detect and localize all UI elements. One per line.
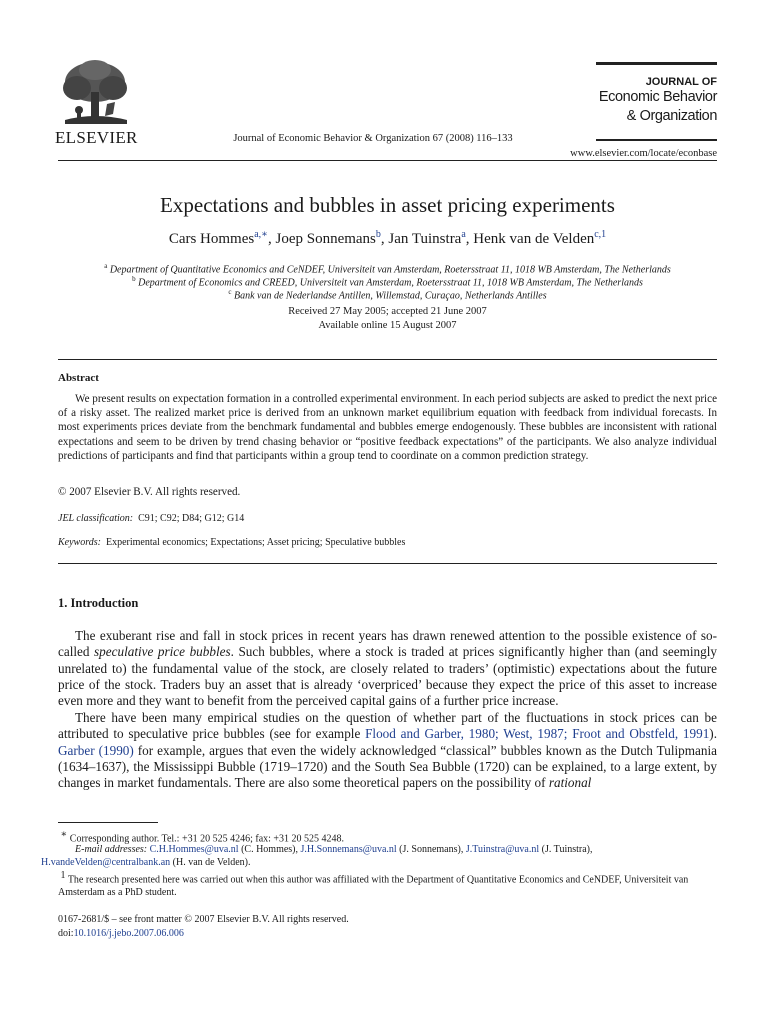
journal-citation: Journal of Economic Behavior & Organizat…	[233, 133, 513, 144]
email-owner: (H. van de Velden).	[170, 857, 251, 868]
affiliation-mark: c	[228, 288, 232, 296]
intro-p2-emphasis: rational	[548, 775, 592, 791]
footnote-corresponding: ∗ Corresponding author. Tel.: +31 20 525…	[58, 828, 717, 845]
affiliation-mark: a	[104, 262, 108, 270]
journal-logo-line1: JOURNAL OF	[645, 76, 717, 88]
jel-codes: C91; C92; D84; G12; G14	[138, 513, 245, 524]
author-marks[interactable]: b	[375, 229, 381, 240]
author-name: Cars Hommes	[168, 231, 255, 247]
jel-classification: JEL classification: C91; C92; D84; G12; …	[58, 513, 244, 524]
email-link[interactable]: J.H.Sonnemans@uva.nl	[300, 844, 397, 855]
journal-logo: JOURNAL OF Economic Behavior & Organizat…	[596, 62, 717, 143]
footnote-text: The research presented here was carried …	[58, 874, 689, 899]
author-marks[interactable]: c,1	[594, 229, 607, 240]
doi-link[interactable]: 10.1016/j.jebo.2007.06.006	[73, 928, 184, 939]
citation-link[interactable]: Flood and Garber, 1980; West, 1987; Froo…	[365, 726, 710, 742]
issn-line: 0167-2681/$ – see front matter © 2007 El…	[58, 914, 349, 925]
intro-p2-text: ).	[709, 726, 717, 742]
affiliation-text: Department of Economics and CREED, Unive…	[138, 277, 643, 289]
intro-p2-text: for example, argues that even the widely…	[58, 742, 717, 791]
footnote-text: Corresponding author. Tel.: +31 20 525 4…	[69, 833, 345, 845]
page-footer: 0167-2681/$ – see front matter © 2007 El…	[58, 913, 349, 941]
email-link[interactable]: H.vandeVelden@centralbank.an	[41, 857, 171, 868]
affiliation: c Bank van de Nederlandse Antillen, Will…	[58, 286, 717, 302]
author-list: Cars Hommesa,∗, Joep Sonnemansb, Jan Tui…	[168, 229, 607, 247]
email-owner: (J. Tuinstra),	[539, 844, 593, 855]
doi-label: doi:	[58, 928, 74, 939]
abstract-text: We present results on expectation format…	[58, 393, 717, 462]
available-date: Available online 15 August 2007	[318, 320, 457, 331]
citation-link[interactable]: Garber (1990)	[58, 742, 134, 758]
footnote-rule	[58, 822, 158, 823]
author-name: Joep Sonnemans	[275, 231, 376, 247]
intro-p2-text: There have been many empirical studies o…	[58, 710, 717, 742]
email-link[interactable]: J.Tuinstra@uva.nl	[465, 844, 540, 855]
footnote-mark: 1	[60, 870, 66, 881]
abstract-bottom-divider	[58, 563, 717, 564]
footnote-1: 1 The research presented here was carrie…	[58, 869, 717, 899]
abstract-top-divider	[58, 359, 717, 360]
section-heading: 1. Introduction	[58, 596, 139, 610]
jel-label: JEL classification:	[58, 513, 134, 524]
affiliation-text: Bank van de Nederlandse Antillen, Willem…	[233, 290, 547, 302]
email-link[interactable]: C.H.Hommes@uva.nl	[149, 844, 239, 855]
affiliation: a Department of Quantitative Economics a…	[58, 260, 717, 276]
abstract-heading: Abstract	[58, 372, 99, 384]
article-title: Expectations and bubbles in asset pricin…	[160, 193, 615, 217]
journal-logo-line3: & Organization	[626, 108, 718, 124]
intro-paragraph-2: There have been many empirical studies o…	[58, 710, 717, 791]
keywords-list: Experimental economics; Expectations; As…	[105, 537, 406, 548]
email-owner: (J. Sonnemans),	[396, 844, 466, 855]
journal-url[interactable]: www.elsevier.com/locate/econbase	[570, 148, 717, 159]
doi-line: doi:10.1016/j.jebo.2007.06.006	[58, 927, 349, 941]
intro-paragraph-1: The exuberant rise and fall in stock pri…	[58, 628, 717, 709]
author-marks[interactable]: a	[461, 229, 466, 240]
email-owner: (C. Hommes),	[238, 844, 301, 855]
journal-logo-line2: Economic Behavior	[598, 89, 718, 105]
publisher-name: ELSEVIER	[55, 128, 138, 147]
intro-p1-text: . Such bubbles, where a stock is traded …	[58, 644, 717, 709]
received-date: Received 27 May 2005; accepted 21 June 2…	[288, 306, 487, 317]
author-name: Jan Tuinstra	[388, 231, 462, 247]
affiliation-text: Department of Quantitative Economics and…	[109, 264, 671, 276]
affiliation: b Department of Economics and CREED, Uni…	[58, 273, 717, 289]
article-dates: Received 27 May 2005; accepted 21 June 2…	[58, 305, 717, 333]
footnote-mark: ∗	[60, 829, 68, 840]
footnote-emails: E-mail addresses: C.H.Hommes@uva.nl (C. …	[41, 843, 717, 869]
author-marks[interactable]: a,∗	[254, 229, 268, 240]
elsevier-tree-logo	[55, 58, 135, 128]
keywords: Keywords: Experimental economics; Expect…	[58, 537, 405, 548]
affiliation-mark: b	[132, 275, 136, 283]
email-label: E-mail addresses:	[75, 844, 148, 855]
header-divider	[58, 160, 717, 161]
abstract-copyright: © 2007 Elsevier B.V. All rights reserved…	[58, 486, 241, 498]
intro-p1-text: The exuberant rise and fall in stock pri…	[58, 628, 717, 660]
intro-p1-emphasis: speculative price bubbles	[94, 644, 231, 660]
keywords-label: Keywords:	[58, 537, 101, 548]
author-name: Henk van de Velden	[473, 231, 595, 247]
